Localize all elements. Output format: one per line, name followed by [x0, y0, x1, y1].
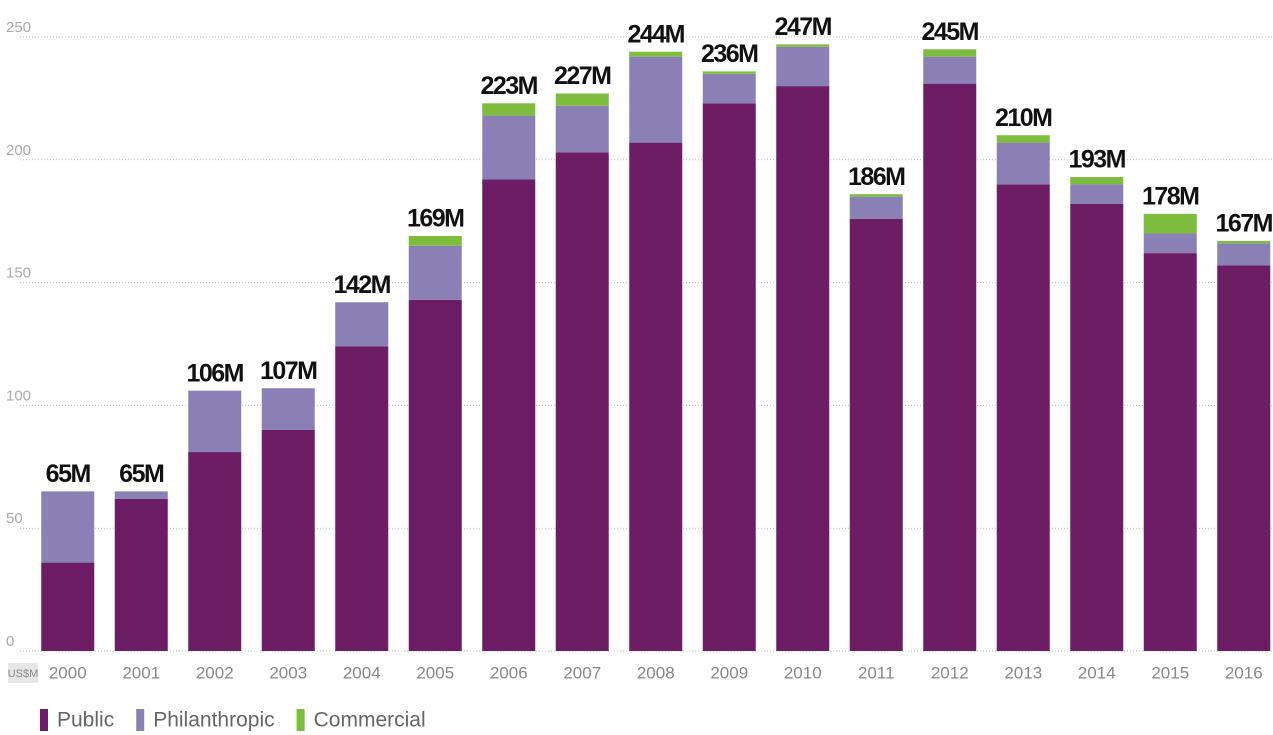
total-label: 107M [260, 357, 317, 385]
total-label: 178M [1142, 182, 1199, 210]
bar-segment [1070, 184, 1124, 205]
bar-segment [555, 93, 609, 106]
x-tick-label: 2000 [49, 663, 87, 682]
total-label: 223M [480, 72, 537, 100]
total-label: 65M [119, 460, 164, 488]
legend-swatch [40, 709, 48, 731]
bar-segment [261, 429, 315, 651]
y-tick-label: 150 [6, 265, 31, 282]
bar-segment [408, 299, 462, 651]
x-tick-label: 2002 [196, 663, 234, 682]
bar-segment [41, 491, 95, 563]
bar-segment [1070, 176, 1124, 185]
x-tick-label: 2005 [416, 663, 454, 682]
total-label: 210M [995, 104, 1052, 132]
bar-segment [408, 235, 462, 246]
x-tick-label: 2016 [1225, 663, 1263, 682]
total-label: 247M [774, 13, 831, 41]
bar-segment [849, 218, 903, 651]
bar-segment [188, 390, 242, 453]
total-label: 106M [186, 359, 243, 387]
bar-segment [849, 196, 903, 219]
x-tick-label: 2013 [1004, 663, 1042, 682]
total-label: 167M [1215, 209, 1272, 237]
legend-swatch [296, 709, 305, 731]
x-tick-label: 2003 [269, 663, 307, 682]
bar-segment [629, 142, 683, 651]
bar-segment [702, 71, 756, 74]
bar-segment [1217, 243, 1271, 266]
legend-swatch [136, 709, 145, 731]
x-tick-label: 2008 [637, 663, 675, 682]
total-label: 245M [921, 18, 978, 46]
total-label: 142M [333, 271, 390, 299]
x-tick-label: 2001 [122, 663, 160, 682]
legend-label: Public [57, 709, 114, 732]
y-tick-label: 50 [6, 510, 23, 527]
bar-segment [41, 562, 95, 651]
bar-segment [1070, 204, 1124, 651]
legend-label: Commercial [314, 709, 426, 732]
x-tick-label: 2009 [710, 663, 748, 682]
total-label: 65M [46, 460, 91, 488]
bar-segment [702, 103, 756, 651]
total-label: 244M [627, 20, 684, 48]
y-tick-label: 100 [6, 387, 31, 404]
bar-segment [555, 105, 609, 153]
bar-segment [335, 346, 389, 651]
x-tick-label: 2010 [784, 663, 822, 682]
bar-segment [1143, 213, 1197, 234]
x-tick-label: 2014 [1078, 663, 1116, 682]
x-tick-label: 2012 [931, 663, 969, 682]
bar-segment [629, 51, 683, 57]
total-label: 227M [554, 62, 611, 90]
total-label: 169M [407, 205, 464, 233]
bar-segment [776, 86, 830, 652]
bar-segment [555, 152, 609, 651]
y-tick-label: 0 [6, 633, 14, 650]
bar-segment [1143, 253, 1197, 652]
total-label: 186M [848, 163, 905, 191]
bar-segment [923, 49, 977, 57]
bar-segment [996, 135, 1050, 143]
x-tick-label: 2006 [490, 663, 528, 682]
bar-segment [482, 115, 536, 180]
bar-segment [482, 103, 536, 116]
bar-segment [702, 73, 756, 104]
legend-label: Philanthropic [153, 709, 274, 732]
total-label: 193M [1068, 146, 1125, 174]
bar-segment [408, 245, 462, 300]
bar-segment [1217, 265, 1271, 651]
bar-segment [923, 83, 977, 651]
bar-segment [482, 179, 536, 651]
x-tick-label: 2004 [343, 663, 381, 682]
bar-segment [776, 44, 830, 47]
bar-segment [335, 302, 389, 347]
bar-segment [996, 184, 1050, 652]
bar-segment [188, 452, 242, 651]
bar-segment [923, 56, 977, 84]
unit-label: US$M [8, 668, 39, 680]
y-tick-label: 250 [6, 19, 31, 36]
bar-segment [629, 56, 683, 143]
unit-box [8, 663, 38, 683]
bar-segment [996, 142, 1050, 185]
bar-segment [114, 491, 168, 499]
y-tick-label: 200 [6, 142, 31, 159]
x-tick-label: 2011 [858, 663, 895, 682]
x-tick-label: 2015 [1151, 663, 1189, 682]
bar-segment [1143, 233, 1197, 254]
x-tick-label: 2007 [563, 663, 601, 682]
total-label: 236M [701, 40, 758, 68]
bar-segment [849, 194, 903, 197]
bar-segment [261, 388, 315, 430]
bar-segment [776, 46, 830, 87]
bar-segment [114, 498, 168, 651]
bar-segment [1217, 240, 1271, 244]
